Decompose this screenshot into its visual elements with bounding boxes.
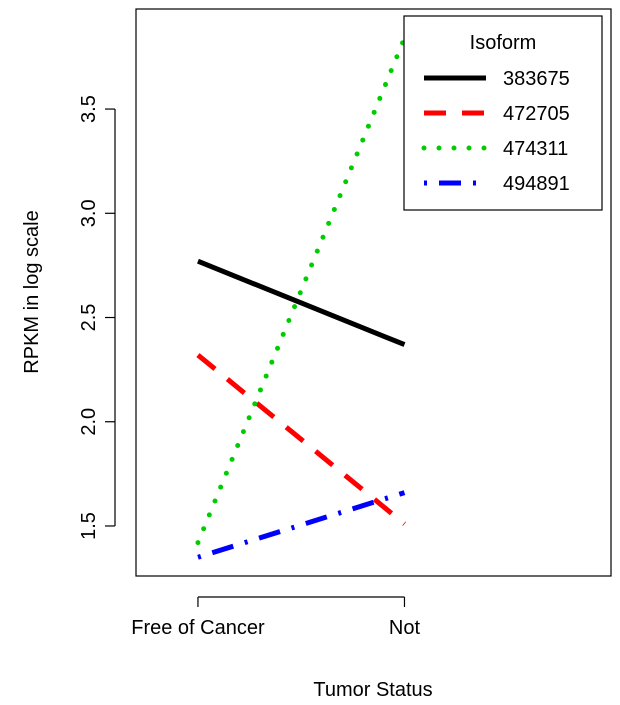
series-line-474311 [195, 35, 407, 546]
y-axis-title: RPKM in log scale [21, 210, 43, 373]
y-tick-label: 3.5 [78, 95, 100, 123]
x-tick-label: Not [389, 617, 421, 639]
x-axis: Free of Cancer Not [131, 596, 421, 639]
legend-title: Isoform [470, 32, 537, 54]
series-layer [195, 35, 407, 560]
series-line-472705 [196, 353, 407, 526]
legend-label-383675: 383675 [503, 68, 570, 90]
series-line-383675 [197, 258, 406, 347]
legend: Isoform 383675 472705 474311 494891 [403, 15, 603, 211]
y-axis: 1.5 2.0 2.5 3.0 3.5 [78, 95, 116, 540]
legend-label-472705: 472705 [503, 103, 570, 125]
legend-label-494891: 494891 [503, 173, 570, 195]
y-tick-label: 2.5 [78, 304, 100, 332]
y-tick-label: 3.0 [78, 199, 100, 227]
x-tick-label: Free of Cancer [131, 617, 265, 639]
y-tick-label: 1.5 [78, 512, 100, 540]
legend-label-474311: 474311 [503, 138, 568, 160]
x-axis-title: Tumor Status [313, 679, 432, 701]
series-line-494891 [197, 490, 406, 560]
plot-frame [135, 8, 612, 577]
y-tick-label: 2.0 [78, 408, 100, 436]
